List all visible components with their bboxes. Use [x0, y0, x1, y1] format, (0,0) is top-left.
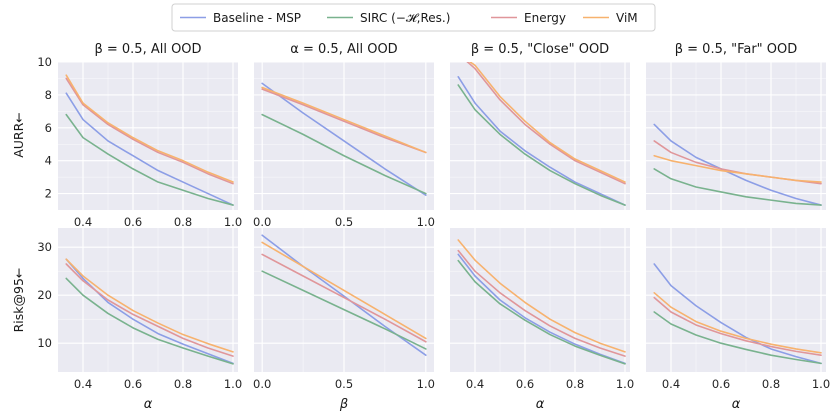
panel-title: β = 0.5, "Close" OOD — [471, 42, 609, 57]
series-line-vim — [65, 258, 234, 353]
x-tick-label: 0.0 — [253, 215, 271, 229]
series-line-msp — [457, 76, 626, 206]
x-tick-label: 0.6 — [124, 215, 142, 229]
panel-8: 0.4 0.6 0.8 1.0 α — [646, 228, 830, 412]
series-line-sirc — [65, 113, 234, 206]
x-tick-label: 0.4 — [466, 377, 484, 391]
x-axis-label: α — [732, 397, 741, 412]
series-line-msp — [457, 253, 626, 365]
panel-5: 0.4 0.6 0.8 1.0 10 20 30 α — [37, 228, 242, 412]
legend-label-msp: Baseline - MSP — [213, 11, 301, 25]
legend-frame — [171, 3, 656, 32]
panel-background — [646, 62, 826, 210]
x-tick-label: 0.8 — [174, 215, 192, 229]
panel-2: 0.0 0.5 1.0 α = 0.5, All OOD — [253, 42, 435, 229]
panel-6: 0.0 0.5 1.0 β — [253, 228, 435, 412]
x-tick-label: 0.4 — [74, 377, 92, 391]
x-tick-label: 0.0 — [253, 377, 271, 391]
row-label-risk: Risk@95← — [11, 268, 26, 333]
series-line-sirc — [653, 168, 822, 206]
x-tick-label: 1.0 — [417, 377, 435, 391]
panel-title: β = 0.5, "Far" OOD — [675, 42, 798, 57]
y-tick-label: 30 — [37, 240, 52, 254]
y-tick-label: 20 — [37, 288, 52, 302]
y-tick-label: 4 — [45, 154, 52, 168]
panel-4: β = 0.5, "Far" OOD — [646, 42, 826, 210]
series-line-sirc — [457, 84, 626, 206]
x-tick-label: 1.0 — [616, 377, 634, 391]
x-tick-label: 0.4 — [74, 215, 92, 229]
x-axis-label: α — [144, 397, 153, 412]
series-line-energy — [261, 253, 427, 343]
series-line-energy — [653, 296, 822, 357]
x-tick-label: 0.8 — [762, 377, 780, 391]
series-line-msp — [65, 258, 234, 365]
series-line-vim — [65, 74, 234, 183]
x-axis-label: α — [536, 397, 545, 412]
y-tick-label: 6 — [45, 121, 52, 135]
legend-label-vim: ViM — [616, 11, 638, 25]
series-line-sirc — [261, 270, 427, 350]
x-tick-label: 1.0 — [224, 377, 242, 391]
series-line-vim — [468, 62, 626, 183]
legend-label-energy: Energy — [524, 11, 566, 25]
panel-background — [450, 228, 630, 372]
y-tick-label: 2 — [45, 187, 52, 201]
series-line-vim — [261, 241, 427, 340]
x-tick-label: 0.6 — [516, 377, 534, 391]
panel-7: 0.4 0.6 0.8 1.0 α — [450, 228, 634, 412]
series-line-energy — [261, 88, 427, 154]
x-tick-label: 0.8 — [566, 377, 584, 391]
series-line-sirc — [65, 277, 234, 365]
x-tick-label: 1.0 — [417, 215, 435, 229]
panel-background — [58, 228, 238, 372]
series-line-msp — [653, 123, 822, 206]
series-line-vim — [261, 86, 427, 154]
x-tick-label: 0.5 — [335, 377, 353, 391]
x-tick-label: 0.6 — [124, 377, 142, 391]
series-line-vim — [457, 239, 626, 353]
x-tick-label: 0.4 — [662, 377, 680, 391]
row-label-aurr: AURR← — [11, 112, 26, 158]
panel-title: β = 0.5, All OOD — [94, 42, 201, 57]
series-line-sirc — [261, 113, 427, 195]
y-tick-label: 8 — [45, 88, 52, 102]
legend-label-sirc: SIRC (−𝓗,Res.) — [360, 11, 450, 25]
series-line-energy — [65, 263, 234, 357]
series-line-msp — [261, 82, 427, 196]
series-line-energy — [65, 77, 234, 185]
panels: 0.4 0.6 0.8 1.0 2 4 6 8 10 β = 0.5, All OOD 0.0 0.5… — [37, 42, 830, 412]
series-line-vim — [653, 291, 822, 354]
panel-title: α = 0.5, All OOD — [290, 42, 397, 57]
panel-background — [646, 228, 826, 372]
x-tick-label: 0.6 — [712, 377, 730, 391]
series-line-msp — [653, 263, 822, 365]
series-line-energy — [457, 249, 626, 357]
panel-3: β = 0.5, "Close" OOD — [450, 42, 630, 210]
x-tick-label: 0.5 — [335, 215, 353, 229]
series-line-energy — [466, 62, 626, 185]
x-axis-label: β — [339, 397, 348, 412]
legend: Baseline - MSP SIRC (−𝓗,Res.) Energy ViM — [171, 3, 656, 32]
series-line-msp — [65, 92, 234, 206]
series-line-sirc — [653, 311, 822, 365]
x-tick-label: 1.0 — [224, 215, 242, 229]
y-tick-label: 10 — [37, 336, 52, 350]
series-line-sirc — [457, 259, 626, 365]
panel-background — [58, 62, 238, 210]
series-line-vim — [653, 154, 822, 183]
y-tick-label: 10 — [37, 55, 52, 69]
x-tick-label: 1.0 — [812, 377, 830, 391]
x-tick-label: 0.8 — [174, 377, 192, 391]
panel-1: 0.4 0.6 0.8 1.0 2 4 6 8 10 β = 0.5, All OOD — [37, 42, 242, 229]
